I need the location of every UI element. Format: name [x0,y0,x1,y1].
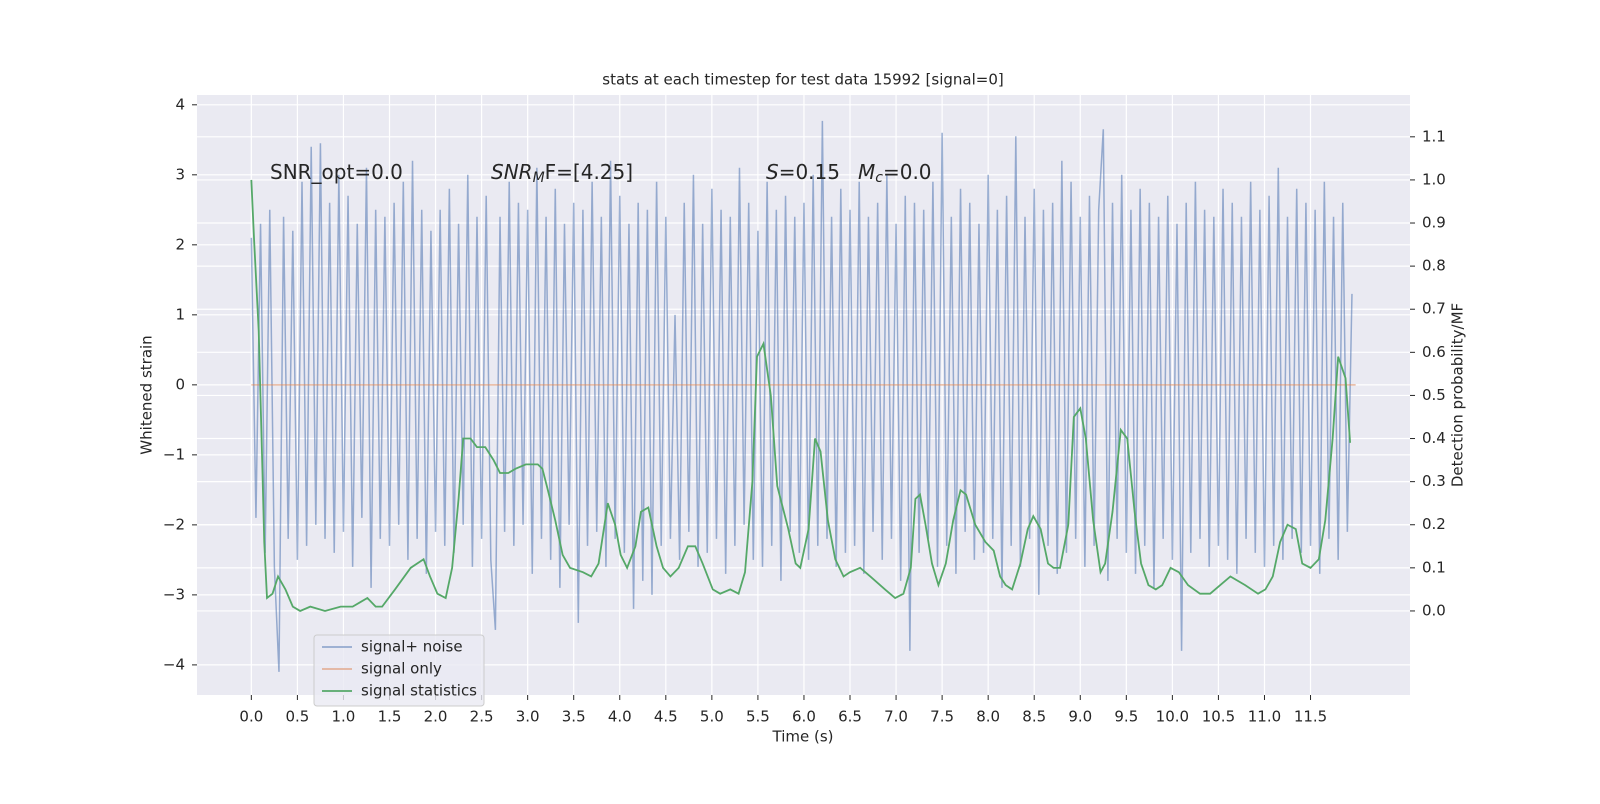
annotation-part: =0.0 [883,160,932,184]
y2-tick-label: 0.2 [1422,515,1446,533]
x-tick-label: 1.5 [378,708,402,726]
x-tick-label: 0.0 [239,708,263,726]
annotation: SNR_opt=0.0 [270,160,403,184]
x-tick-label: 6.5 [838,708,862,726]
chart-title: stats at each timestep for test data 159… [602,71,1003,89]
y-tick-label: 0 [175,375,185,393]
annotation-part: c [875,170,883,186]
legend-box [313,634,485,707]
y-tick-label: 3 [175,165,185,183]
x-tick-label: 6.0 [792,708,816,726]
annotation-part: SNR [491,160,533,184]
y2-tick-label: 1.0 [1422,170,1446,188]
y-axis-label: Whitened strain [138,335,156,454]
series-line [250,120,1353,672]
y-tick-label: 1 [175,305,185,323]
x-tick-label: 7.0 [884,708,908,726]
annotation-part: =0.15 [779,160,840,184]
y2-tick-label: 0.7 [1422,300,1446,318]
x-tick-label: 4.0 [608,708,632,726]
legend-label: signal only [361,660,442,678]
x-tick-label: 1.0 [332,708,356,726]
y2-tick-label: 0.4 [1422,429,1446,447]
annotation-part: F=[4.25] [545,160,633,184]
y-tick-label: −1 [163,445,185,463]
annotation: S=0.15 [766,160,840,184]
x-tick-label: 9.0 [1068,708,1092,726]
y-tick-label: −4 [163,655,185,673]
x-tick-label: 10.5 [1202,708,1235,726]
legend-label: signal statistics [361,682,477,700]
x-tick-label: 2.0 [424,708,448,726]
y2-tick-label: 0.9 [1422,214,1446,232]
y2-tick-label: 1.1 [1422,127,1446,145]
x-tick-label: 8.5 [1022,708,1046,726]
x-tick-label: 11.0 [1248,708,1281,726]
x-tick-label: 7.5 [930,708,954,726]
x-tick-label: 11.5 [1294,708,1327,726]
x-tick-label: 8.0 [976,708,1000,726]
y2-axis-label: Detection probability/MF [1449,303,1467,487]
x-tick-label: 5.5 [746,708,770,726]
legend-label: signal+ noise [361,638,463,656]
annotation: Mc=0.0 [858,160,932,187]
y-tick-label: −3 [163,585,185,603]
x-tick-label: 5.0 [700,708,724,726]
annotation-part: M [533,170,545,186]
x-tick-label: 2.5 [470,708,494,726]
y2-tick-label: 0.0 [1422,601,1446,619]
y-tick-label: 4 [175,95,185,113]
y2-tick-label: 0.6 [1422,343,1446,361]
y2-tick-label: 0.1 [1422,558,1446,576]
x-tick-label: 4.5 [654,708,678,726]
x-axis-label: Time (s) [772,728,834,746]
legend: signal+ noise signal only signal statistic… [313,634,485,707]
y2-tick-label: 0.3 [1422,472,1446,490]
x-tick-label: 3.5 [562,708,586,726]
x-tick-label: 0.5 [285,708,309,726]
y-tick-label: 2 [175,235,185,253]
x-tick-label: 9.5 [1114,708,1138,726]
series-line [250,179,1352,612]
annotation-part: M [858,160,875,184]
annotation-part: SNR_opt=0.0 [270,160,403,184]
y2-tick-label: 0.5 [1422,386,1446,404]
y-tick-label: −2 [163,515,185,533]
annotation-part: S [766,160,779,184]
grid [197,95,1410,695]
annotation: SNRMF=[4.25] [491,160,633,187]
x-tick-label: 3.0 [516,708,540,726]
y2-tick-label: 0.8 [1422,257,1446,275]
x-tick-label: 10.0 [1156,708,1189,726]
